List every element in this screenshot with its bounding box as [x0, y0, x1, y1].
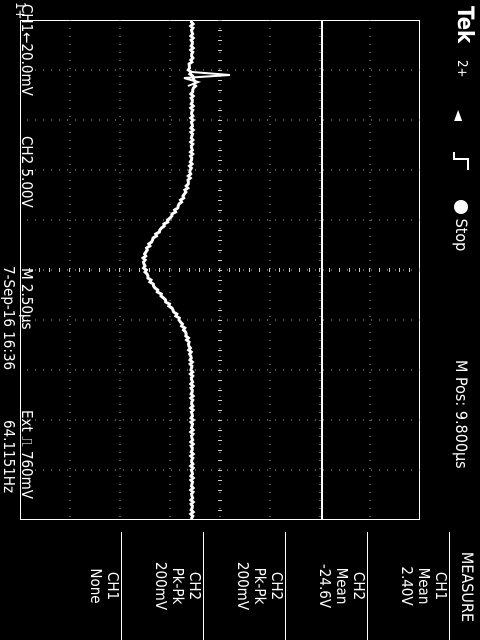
measure-source: CH2	[268, 571, 286, 601]
measure-slot-4: CH2 Pk-Pk 200mV	[123, 532, 204, 640]
measure-value: 200mV	[152, 561, 170, 611]
measure-type: Pk-Pk	[251, 567, 269, 605]
measure-type: Mean	[415, 567, 433, 605]
measure-type: None	[87, 568, 105, 604]
ch2-marker: 2+	[454, 60, 469, 78]
timebase: M 2.50µs	[18, 268, 36, 330]
ch1-scale: CH1←20.0mV	[18, 4, 36, 96]
stop-dot-icon	[454, 200, 468, 214]
measure-slot-1: CH1 Mean 2.40V	[369, 532, 450, 640]
measure-slot-2: CH2 Mean -24.6V	[287, 532, 368, 640]
measure-slot-5: CH1 None	[41, 532, 122, 640]
graticule	[20, 20, 420, 520]
measure-source: CH1	[432, 571, 450, 601]
trigger-level-arrow-icon: ◄	[450, 110, 469, 122]
measure-value: 2.40V	[398, 566, 416, 606]
waveform-display	[20, 20, 420, 520]
ch2-glitch	[183, 71, 231, 87]
trigger-edge-icon	[448, 150, 470, 172]
stop-indicator: Stop	[452, 200, 471, 252]
ch2-scale: CH2 5.00V	[18, 136, 36, 208]
measure-type: Pk-Pk	[169, 567, 187, 605]
trigger-frequency: 64.1151Hz	[0, 420, 18, 494]
measure-source: CH2	[350, 571, 368, 601]
trigger-setting: Ext ⎍ 760mV	[18, 410, 36, 499]
brand-logo: Tek	[452, 6, 477, 44]
measure-slot-3: CH2 Pk-Pk 200mV	[205, 532, 286, 640]
ch2-trace	[140, 20, 199, 520]
measure-value: -24.6V	[316, 563, 334, 609]
measure-source: CH2	[186, 571, 204, 601]
measure-type: Mean	[333, 567, 351, 605]
measure-value: 200mV	[234, 561, 252, 611]
measure-title: MEASURE	[458, 551, 477, 623]
trigger-status: Stop	[452, 218, 471, 252]
date-time: 7-Sep-16 16:36	[0, 266, 18, 371]
traces	[140, 20, 323, 520]
measure-source: CH1	[104, 571, 122, 601]
horizontal-position: M Pos: 9.800µs	[452, 360, 471, 469]
